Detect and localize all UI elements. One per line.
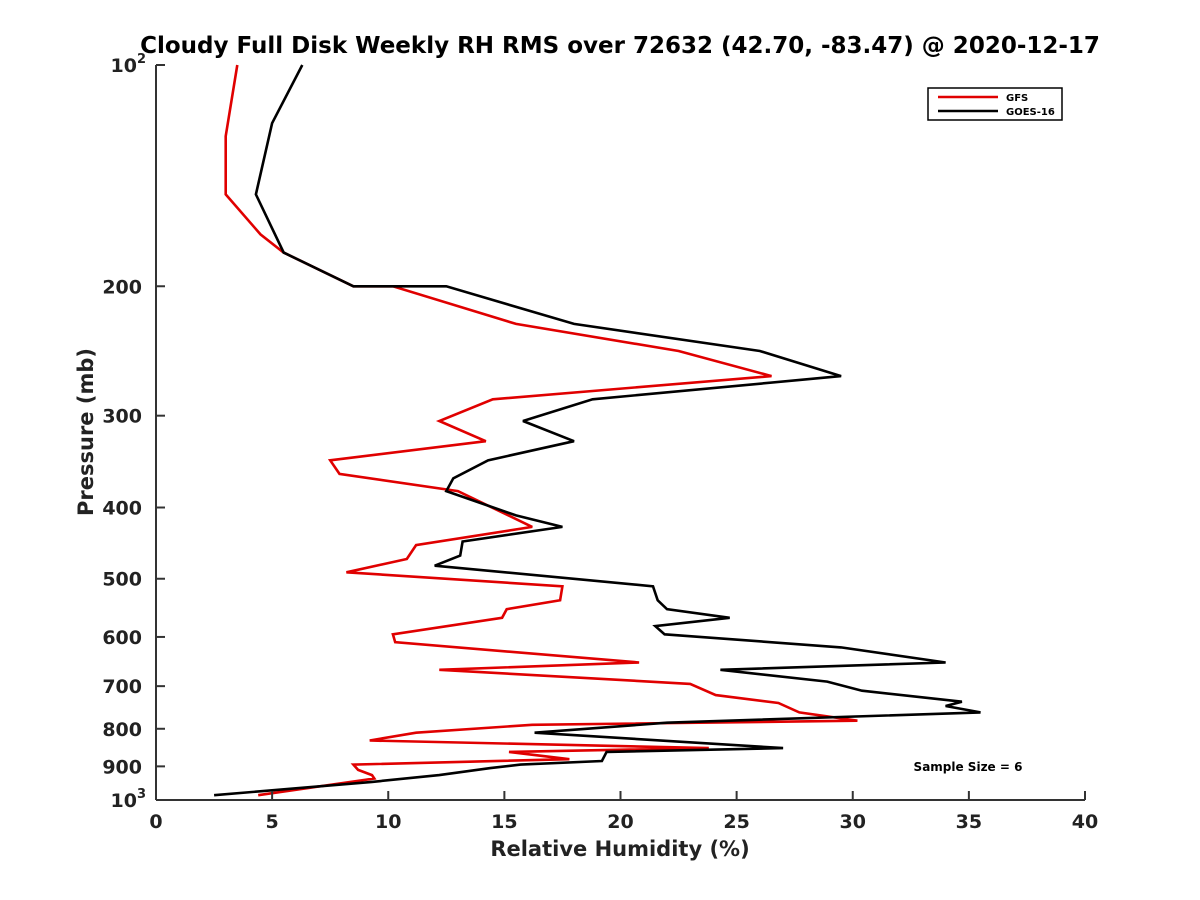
x-tick-label: 0 [149,811,162,833]
y-tick-label: 300 [102,406,142,428]
y-tick-label: 400 [102,498,142,520]
y-tick-label: 102 [111,52,147,77]
plot-area: 0 5 10 15 20 25 30 35 40 10220030040050060070080… [102,52,1098,833]
series-line-gfs [224,64,858,797]
x-axis-label: Relative Humidity (%) [490,837,749,861]
y-tick-label: 700 [102,676,142,698]
sample-size-annotation: Sample Size = 6 [914,760,1023,774]
y-tick-label-base: 10 [111,55,137,77]
legend-box [927,87,1063,121]
x-tick-label: 35 [956,811,982,833]
x-tick-label: 40 [1072,811,1098,833]
legend-label-gfs: GFS [1006,93,1028,104]
legend: GFS GOES-16 [927,87,1063,121]
x-tick-label: 5 [266,811,279,833]
y-tick-label-exponent: 2 [137,52,146,67]
y-tick-label: 900 [102,756,142,778]
y-tick-label: 500 [102,569,142,591]
chart-title: Cloudy Full Disk Weekly RH RMS over 7263… [140,33,1100,59]
series-line-goes-16 [213,64,981,797]
series-layer [213,64,981,797]
x-tick-label: 25 [723,811,749,833]
x-axis-ticks: 0 5 10 15 20 25 30 35 40 [149,791,1098,833]
y-tick-label: 600 [102,627,142,649]
y-tick-label-exponent: 3 [137,787,146,802]
x-tick-label: 30 [840,811,866,833]
y-tick-label: 800 [102,719,142,741]
y-tick-label-base: 10 [111,790,137,812]
x-tick-label: 20 [607,811,633,833]
x-tick-label: 15 [491,811,517,833]
y-axis-label: Pressure (mb) [74,348,98,516]
y-tick-label: 200 [102,276,142,298]
x-tick-label: 10 [375,811,401,833]
legend-label-goes16: GOES-16 [1006,107,1055,118]
y-tick-label: 103 [111,787,147,812]
